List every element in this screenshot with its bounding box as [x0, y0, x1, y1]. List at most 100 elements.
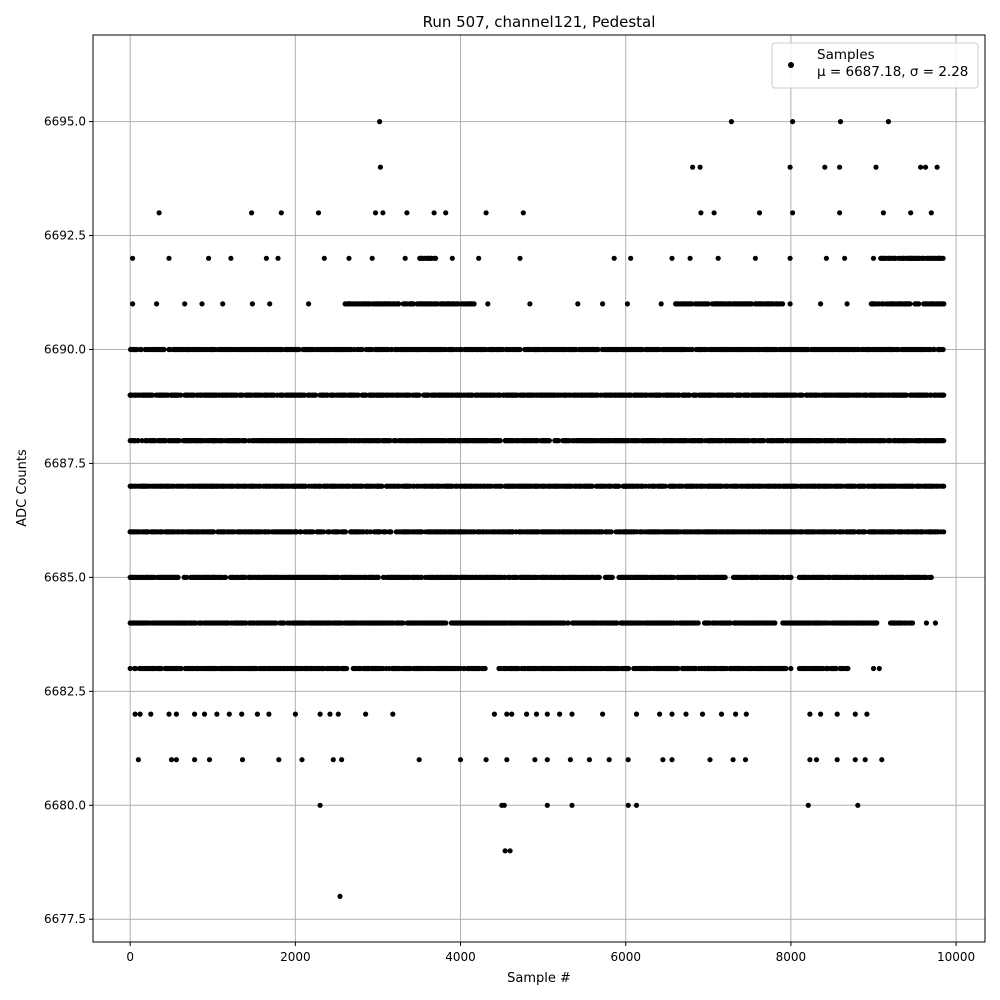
data-point — [742, 757, 749, 763]
data-point — [772, 620, 778, 626]
data-point — [313, 392, 319, 398]
data-point — [909, 620, 916, 626]
data-point — [675, 665, 681, 672]
data-point — [834, 711, 840, 717]
data-point — [852, 757, 858, 763]
data-point — [873, 164, 879, 170]
data-point — [317, 802, 323, 808]
data-point — [544, 802, 550, 808]
data-point — [711, 210, 717, 216]
data-point — [491, 711, 497, 717]
data-point — [292, 711, 298, 717]
data-point — [940, 392, 946, 398]
data-point — [918, 164, 924, 170]
data-point — [718, 711, 725, 717]
data-point — [315, 210, 322, 216]
data-point — [575, 301, 581, 307]
data-point — [387, 438, 393, 444]
data-point — [130, 255, 136, 261]
data-point — [569, 711, 575, 717]
data-point — [504, 711, 510, 717]
data-point — [689, 346, 695, 353]
data-point — [730, 757, 736, 763]
data-point — [149, 392, 155, 398]
data-point — [243, 438, 249, 444]
data-point — [178, 392, 184, 398]
data-point — [671, 574, 677, 581]
data-point — [173, 757, 179, 763]
data-point — [296, 346, 302, 353]
data-point — [852, 711, 858, 717]
data-point — [416, 757, 422, 763]
data-point — [870, 255, 877, 261]
data-point — [335, 711, 341, 717]
data-point — [733, 711, 739, 717]
data-point — [683, 711, 689, 717]
data-point — [278, 210, 284, 216]
data-point — [379, 483, 385, 489]
data-point — [879, 757, 885, 763]
data-point — [614, 620, 620, 626]
data-point — [805, 802, 811, 808]
data-point — [509, 711, 515, 717]
data-point — [524, 711, 530, 717]
data-point — [130, 301, 136, 307]
data-point — [699, 711, 706, 717]
data-point — [228, 255, 234, 261]
data-point — [132, 711, 138, 717]
data-point — [135, 757, 141, 763]
data-point — [707, 757, 713, 763]
data-point — [565, 620, 571, 626]
data-point — [616, 483, 622, 489]
data-point — [939, 438, 945, 444]
data-point — [669, 711, 675, 717]
data-point — [137, 711, 143, 717]
data-point — [544, 757, 550, 763]
data-point — [168, 757, 175, 763]
data-point — [625, 665, 632, 672]
data-point — [586, 757, 593, 763]
data-point — [923, 620, 930, 626]
data-point — [372, 210, 379, 216]
data-point — [807, 711, 813, 717]
data-point — [498, 483, 504, 489]
data-point — [625, 757, 631, 763]
data-point — [342, 529, 349, 535]
data-point — [567, 757, 574, 763]
data-point — [874, 620, 880, 626]
data-point — [367, 529, 374, 535]
data-point — [908, 210, 914, 216]
data-point — [922, 164, 929, 170]
data-point — [363, 711, 369, 717]
data-point — [556, 438, 562, 444]
data-point — [310, 529, 316, 535]
data-point — [359, 346, 365, 353]
data-point — [281, 620, 287, 626]
data-point — [507, 848, 513, 854]
data-point — [375, 574, 381, 581]
data-point — [254, 711, 260, 717]
data-point — [669, 757, 675, 763]
data-point — [211, 529, 217, 535]
data-point — [175, 574, 181, 581]
data-point — [608, 529, 614, 535]
data-point — [722, 574, 728, 581]
data-point — [158, 665, 164, 672]
data-point — [845, 665, 851, 672]
data-point — [443, 620, 449, 626]
data-point — [431, 210, 437, 216]
data-point — [823, 255, 830, 261]
data-point — [320, 529, 327, 535]
data-point — [938, 529, 944, 535]
data-point — [799, 392, 805, 398]
data-point — [201, 711, 208, 717]
data-point — [669, 255, 675, 261]
data-point — [276, 757, 282, 763]
data-point — [727, 620, 734, 626]
data-point — [192, 711, 198, 717]
data-point — [633, 802, 640, 808]
data-point — [837, 164, 843, 170]
data-point — [596, 574, 602, 581]
data-point — [589, 483, 595, 489]
